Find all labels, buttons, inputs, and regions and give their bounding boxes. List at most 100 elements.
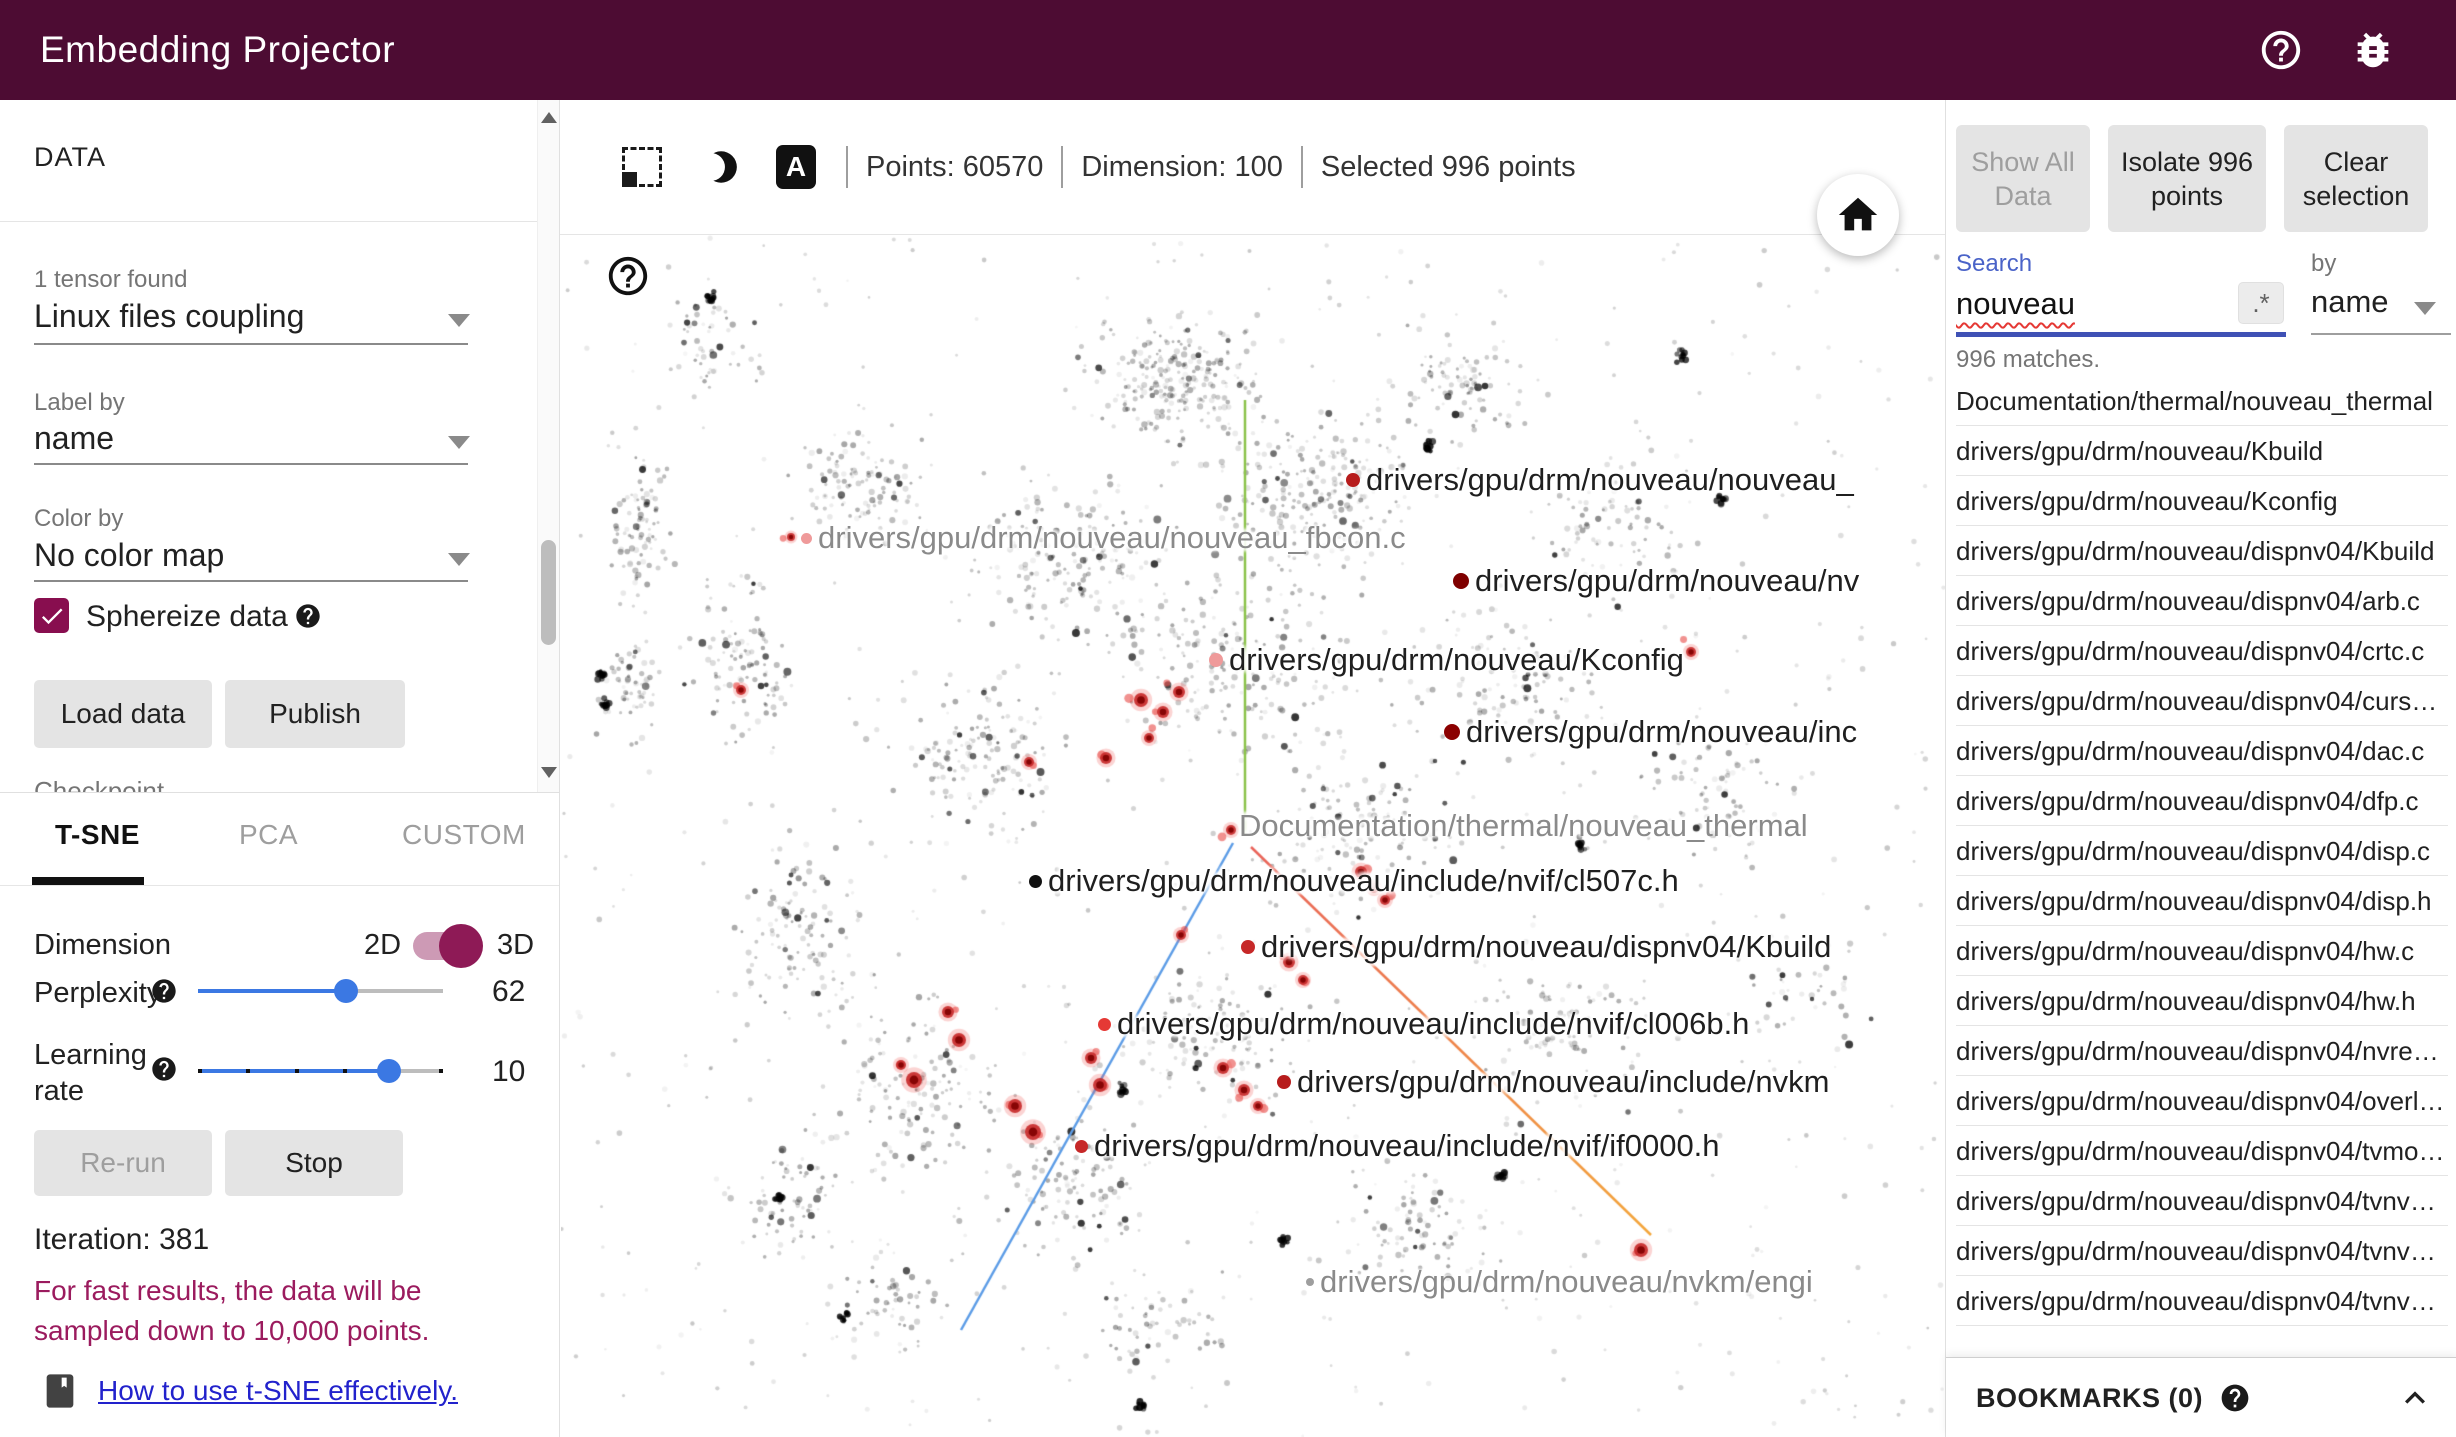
learning-rate-value: 10 (492, 1055, 526, 1088)
night-mode-icon[interactable] (696, 146, 740, 188)
point-label[interactable]: drivers/gpu/drm/nouveau/include/nvif/cl5… (1029, 863, 1679, 899)
match-item[interactable]: drivers/gpu/drm/nouveau/dispnv04/dac.c (1956, 726, 2448, 776)
point-dot (1346, 473, 1360, 487)
scroll-down-icon[interactable] (541, 767, 557, 778)
bookmarks-help-icon[interactable] (2219, 1382, 2251, 1414)
sampling-note: For fast results, the data will be sampl… (34, 1275, 430, 1346)
scroll-up-icon[interactable] (541, 112, 557, 123)
point-label[interactable]: drivers/gpu/drm/nouveau/include/nvkm (1277, 1064, 1829, 1100)
dimension-toggle[interactable] (413, 924, 483, 968)
spherize-help-icon[interactable] (294, 602, 322, 630)
bookmarks-panel[interactable]: BOOKMARKS (0) (1946, 1357, 2456, 1437)
point-label[interactable]: drivers/gpu/drm/nouveau/nouveau_ (1346, 462, 1854, 498)
scatter-plot-canvas[interactable] (561, 235, 1945, 1437)
slider-tick (246, 1069, 250, 1073)
match-item[interactable]: drivers/gpu/drm/nouveau/dispnv04/tvnv04.… (1956, 1176, 2448, 1226)
match-item[interactable]: drivers/gpu/drm/nouveau/dispnv04/hw.c (1956, 926, 2448, 976)
dimension-label: Dimension (34, 929, 171, 961)
isolate-points-button[interactable]: Isolate 996 points (2108, 125, 2266, 232)
dimension-toggle-knob[interactable] (439, 924, 483, 968)
point-label[interactable]: drivers/gpu/drm/nouveau/dispnv04/Kbuild (1241, 929, 1831, 965)
match-item[interactable]: drivers/gpu/drm/nouveau/Kconfig (1956, 476, 2448, 526)
plot-help-icon[interactable] (605, 253, 651, 299)
chevron-down-icon (2414, 302, 2436, 315)
learning-rate-help-icon[interactable] (150, 1055, 178, 1083)
iteration-status: Iteration: 381 (34, 1223, 210, 1256)
point-label[interactable]: drivers/gpu/drm/nouveau/nv (1453, 563, 1859, 599)
match-item[interactable]: drivers/gpu/drm/nouveau/dispnv04/disp.h (1956, 876, 2448, 926)
clear-selection-button[interactable]: Clear selection (2284, 125, 2428, 232)
match-item[interactable]: drivers/gpu/drm/nouveau/dispnv04/cursor.… (1956, 676, 2448, 726)
match-item[interactable]: drivers/gpu/drm/nouveau/dispnv04/tvnv17.… (1956, 1276, 2448, 1326)
point-label[interactable]: drivers/gpu/drm/nouveau/inc (1444, 714, 1857, 750)
tensor-select[interactable]: Linux files coupling (34, 298, 305, 334)
rerun-button[interactable]: Re-run (34, 1130, 212, 1196)
perplexity-label: Perplexity (34, 977, 162, 1009)
match-item[interactable]: Documentation/thermal/nouveau_thermal (1956, 376, 2448, 426)
load-data-button[interactable]: Load data (34, 680, 212, 748)
divider (34, 463, 468, 465)
reset-view-button[interactable] (1817, 174, 1899, 256)
dimension-3d-label: 3D (497, 929, 535, 961)
match-item[interactable]: drivers/gpu/drm/nouveau/dispnv04/overlay… (1956, 1076, 2448, 1126)
divider (0, 221, 559, 222)
box-select-icon[interactable] (622, 147, 662, 187)
search-input-value[interactable]: nouveau (1956, 286, 2075, 321)
point-label[interactable]: Documentation/thermal/nouveau_thermal (1239, 808, 1808, 843)
point-dot (1075, 1139, 1088, 1153)
tab-pca[interactable]: PCA (239, 819, 299, 850)
learning-rate-slider-knob[interactable] (377, 1059, 401, 1083)
label-by-label: Label by (34, 389, 125, 416)
match-item[interactable]: drivers/gpu/drm/nouveau/dispnv04/nvreg.h (1956, 1026, 2448, 1076)
match-item[interactable]: drivers/gpu/drm/nouveau/dispnv04/arb.c (1956, 576, 2448, 626)
search-by-select[interactable]: name (2311, 284, 2389, 319)
perplexity-slider-knob[interactable] (334, 979, 358, 1003)
point-label[interactable]: drivers/gpu/drm/nouveau/include/nvif/cl0… (1098, 1006, 1749, 1042)
match-item[interactable]: drivers/gpu/drm/nouveau/dispnv04/tvmodes… (1956, 1126, 2448, 1176)
point-label[interactable]: drivers/gpu/drm/nouveau/nvkm/engi (1306, 1264, 1813, 1300)
perplexity-help-icon[interactable] (150, 977, 178, 1005)
scrollbar-thumb[interactable] (541, 540, 556, 645)
inspector-panel: Show All Data Isolate 996 points Clear s… (1945, 100, 2456, 1437)
point-label[interactable]: drivers/gpu/drm/nouveau/Kconfig (1209, 642, 1684, 678)
search-input[interactable]: nouveau .* (1956, 282, 2286, 332)
tab-custom[interactable]: CUSTOM (402, 819, 526, 850)
point-dot (1029, 874, 1042, 888)
matches-list[interactable]: Documentation/thermal/nouveau_thermal dri… (1956, 376, 2448, 1336)
learning-rate-slider[interactable] (198, 1059, 443, 1083)
point-label[interactable]: drivers/gpu/drm/nouveau/include/nvif/if0… (1075, 1128, 1720, 1164)
point-dot (1241, 940, 1255, 954)
perplexity-slider[interactable] (198, 979, 443, 1003)
app-header: Embedding Projector (0, 0, 2456, 100)
active-tab-indicator (32, 877, 144, 885)
help-icon[interactable] (2258, 27, 2304, 73)
match-item[interactable]: drivers/gpu/drm/nouveau/dispnv04/crtc.c (1956, 626, 2448, 676)
checkpoint-clipped-label: Checkpoint (34, 776, 165, 792)
publish-button[interactable]: Publish (225, 680, 405, 748)
tab-tsne[interactable]: T-SNE (55, 819, 140, 850)
projection-view[interactable]: drivers/gpu/drm/nouveau/nouveau_ drivers/… (561, 235, 1945, 1437)
label-by-select[interactable]: name (34, 420, 115, 456)
tsne-help-link[interactable]: How to use t-SNE effectively. (98, 1375, 458, 1406)
learning-rate-label: Learning rate (34, 1039, 147, 1107)
bug-report-icon[interactable] (2350, 27, 2396, 73)
color-by-select[interactable]: No color map (34, 537, 225, 573)
stop-button[interactable]: Stop (225, 1130, 403, 1196)
match-item[interactable]: drivers/gpu/drm/nouveau/dispnv04/hw.h (1956, 976, 2448, 1026)
match-item[interactable]: drivers/gpu/drm/nouveau/Kbuild (1956, 426, 2448, 476)
match-item[interactable]: drivers/gpu/drm/nouveau/dispnv04/Kbuild (1956, 526, 2448, 576)
match-item[interactable]: drivers/gpu/drm/nouveau/dispnv04/disp.c (1956, 826, 2448, 876)
data-scrollbar[interactable] (537, 100, 559, 792)
projection-tabs: T-SNE PCA CUSTOM (0, 793, 559, 886)
match-item[interactable]: drivers/gpu/drm/nouveau/dispnv04/tvnv17.… (1956, 1226, 2448, 1276)
slider-fill (198, 989, 346, 993)
match-item[interactable]: drivers/gpu/drm/nouveau/dispnv04/dfp.c (1956, 776, 2448, 826)
show-all-data-button[interactable]: Show All Data (1956, 125, 2090, 232)
collapse-panel-icon[interactable] (2395, 1378, 2435, 1418)
spherize-checkbox[interactable] (34, 598, 69, 633)
point-label[interactable]: drivers/gpu/drm/nouveau/nouveau_fbcon.c (801, 520, 1406, 556)
regex-toggle[interactable]: .* (2238, 282, 2284, 324)
selected-count: Selected 996 points (1320, 150, 1576, 183)
projection-section: T-SNE PCA CUSTOM Dimension 2D 3D Perplex… (0, 792, 559, 1437)
labels-toggle-icon[interactable]: A (776, 145, 816, 189)
